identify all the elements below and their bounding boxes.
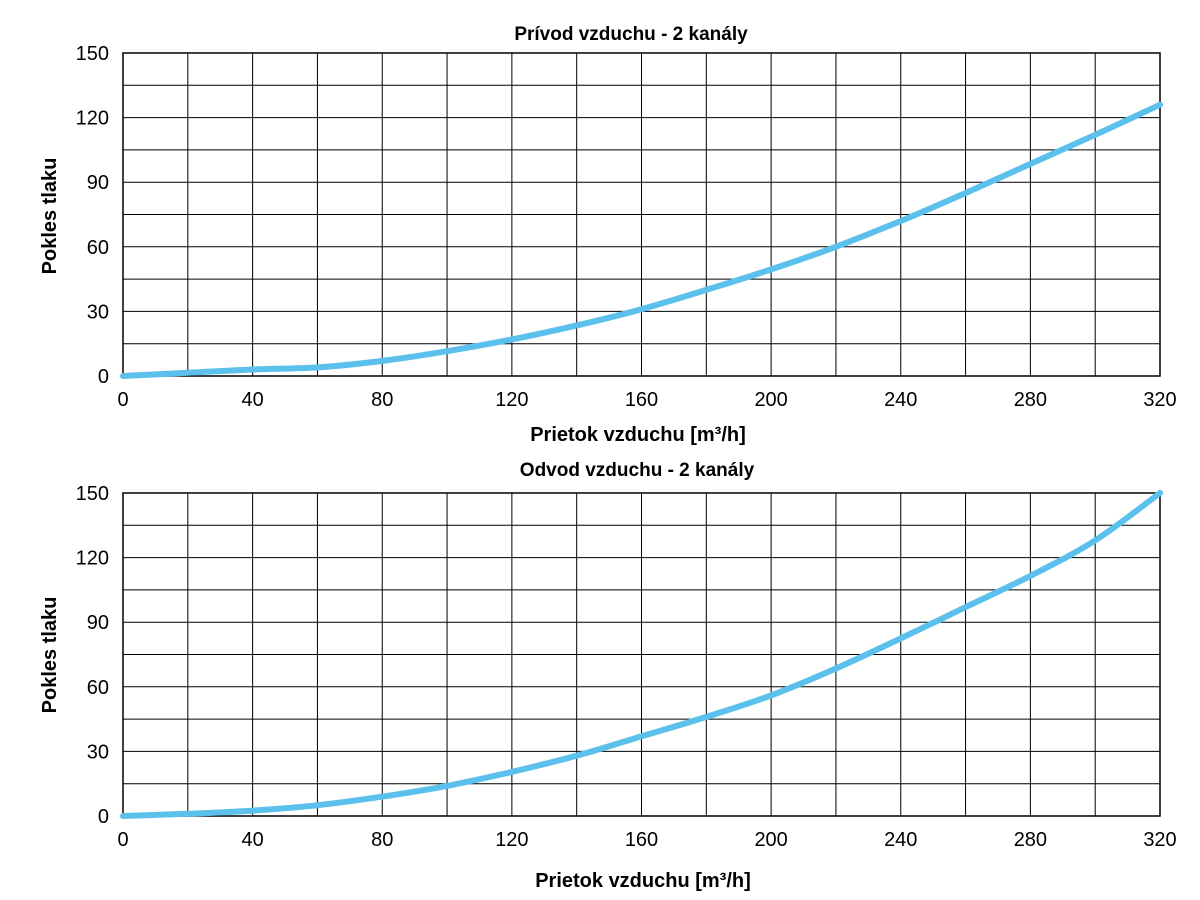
chart-exhaust-air: Odvod vzduchu - 2 kanály 0 40 80 120 160 200 2… [39, 460, 1177, 892]
y-tick-label: 60 [87, 237, 109, 259]
x-tick-label: 0 [117, 829, 128, 851]
y-tick-label: 0 [98, 366, 109, 388]
x-tick-label: 200 [754, 389, 787, 411]
x-tick-label: 320 [1143, 389, 1176, 411]
series-line [120, 101, 1163, 379]
plot-frame [122, 52, 1161, 377]
chart-title: Prívod vzduchu - 2 kanály [514, 24, 748, 45]
x-tick-label: 320 [1143, 829, 1176, 851]
y-tick-label: 0 [98, 806, 109, 828]
y-tick-label: 30 [87, 301, 109, 323]
tick-labels: 0 40 80 120 160 200 240 280 320 0 30 60 90 120 150 [76, 43, 1177, 411]
y-axis-label: Pokles tlaku [39, 597, 61, 714]
x-tick-label: 160 [625, 389, 658, 411]
series-layer [120, 490, 1163, 819]
x-tick-label: 240 [884, 389, 917, 411]
plot-grid [122, 492, 1161, 817]
x-tick-label: 40 [242, 829, 264, 851]
x-tick-label: 200 [754, 829, 787, 851]
y-tick-label: 150 [76, 43, 109, 65]
y-tick-label: 90 [87, 172, 109, 194]
y-tick-label: 150 [76, 483, 109, 505]
y-tick-label: 30 [87, 741, 109, 763]
y-axis-label: Pokles tlaku [39, 158, 61, 275]
x-tick-label: 120 [495, 829, 528, 851]
x-tick-label: 120 [495, 389, 528, 411]
x-axis-label: Prietok vzduchu [m³/h] [530, 424, 746, 446]
x-tick-label: 280 [1014, 829, 1047, 851]
y-tick-label: 120 [76, 108, 109, 130]
x-tick-label: 160 [625, 829, 658, 851]
series-layer [120, 101, 1163, 379]
series-line [120, 490, 1163, 819]
x-tick-label: 40 [242, 389, 264, 411]
chart-title: Odvod vzduchu - 2 kanály [520, 460, 755, 481]
tick-labels: 0 40 80 120 160 200 240 280 320 0 30 60 90 120 150 [76, 483, 1177, 851]
plot-grid [122, 52, 1161, 377]
y-tick-label: 90 [87, 612, 109, 634]
x-tick-label: 280 [1014, 389, 1047, 411]
y-tick-label: 60 [87, 677, 109, 699]
y-tick-label: 120 [76, 548, 109, 570]
x-axis-label: Prietok vzduchu [m³/h] [535, 870, 751, 892]
x-tick-label: 80 [371, 389, 393, 411]
chart-supply-air: Prívod vzduchu - 2 kanály 0 40 80 120 160 200… [39, 24, 1177, 446]
x-tick-label: 80 [371, 829, 393, 851]
plot-frame [122, 492, 1161, 817]
x-tick-label: 0 [117, 389, 128, 411]
x-tick-label: 240 [884, 829, 917, 851]
